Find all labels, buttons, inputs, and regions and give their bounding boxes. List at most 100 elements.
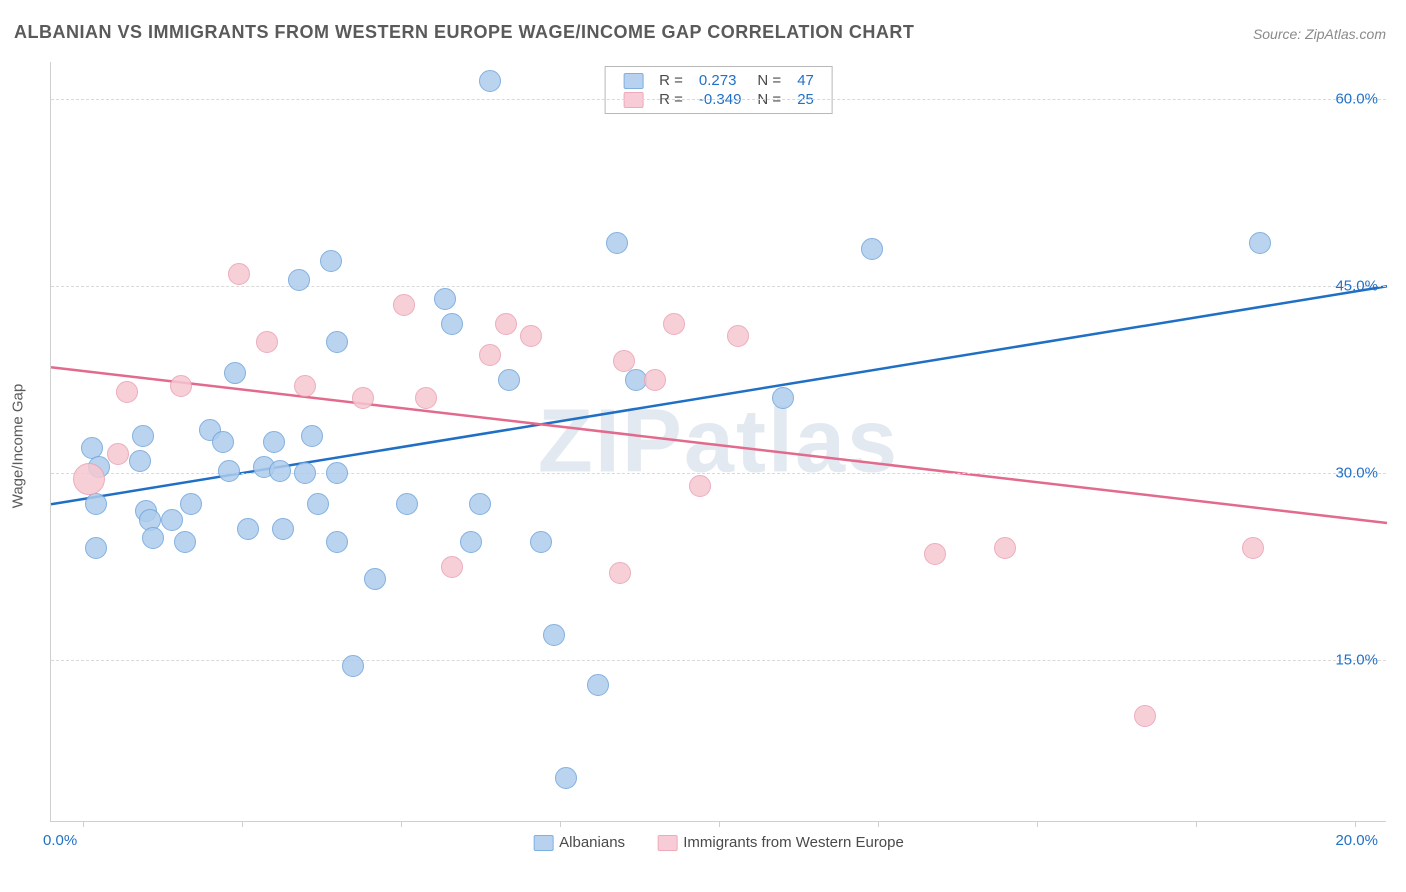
data-point-albanians <box>129 450 151 472</box>
n-value-1: 47 <box>789 71 822 90</box>
x-tick <box>401 821 402 827</box>
data-point-albanians <box>326 462 348 484</box>
data-point-albanians <box>294 462 316 484</box>
x-tick <box>1037 821 1038 827</box>
data-point-albanians <box>224 362 246 384</box>
data-point-albanians <box>237 518 259 540</box>
y-tick-label: 45.0% <box>1335 278 1378 295</box>
data-point-immigrants <box>73 463 105 495</box>
data-point-albanians <box>530 531 552 553</box>
data-point-albanians <box>132 425 154 447</box>
data-point-immigrants <box>1242 537 1264 559</box>
y-tick-label: 30.0% <box>1335 465 1378 482</box>
x-tick <box>83 821 84 827</box>
data-point-albanians <box>263 431 285 453</box>
trend-line-albanians <box>51 286 1387 504</box>
data-point-albanians <box>180 493 202 515</box>
data-point-immigrants <box>228 263 250 285</box>
source-label: Source: <box>1253 26 1305 42</box>
scatter-plot-area: ZIPatlas R = 0.273 N = 47 R = -0.349 N =… <box>50 62 1386 822</box>
source-attribution: Source: ZipAtlas.com <box>1253 26 1386 42</box>
data-point-albanians <box>174 531 196 553</box>
data-point-albanians <box>460 531 482 553</box>
data-point-albanians <box>320 250 342 272</box>
data-point-albanians <box>479 70 501 92</box>
data-point-immigrants <box>116 381 138 403</box>
data-point-albanians <box>269 460 291 482</box>
data-point-albanians <box>212 431 234 453</box>
data-point-albanians <box>364 568 386 590</box>
gridline <box>51 99 1386 100</box>
data-point-albanians <box>307 493 329 515</box>
data-point-albanians <box>396 493 418 515</box>
legend-label-immigrants: Immigrants from Western Europe <box>683 834 904 851</box>
legend-label-albanians: Albanians <box>559 834 625 851</box>
data-point-immigrants <box>393 294 415 316</box>
legend-row-series-1: R = 0.273 N = 47 <box>615 71 822 90</box>
data-point-immigrants <box>294 375 316 397</box>
data-point-albanians <box>218 460 240 482</box>
gridline <box>51 286 1386 287</box>
x-tick <box>719 821 720 827</box>
y-axis-title: Wage/Income Gap <box>10 384 27 509</box>
correlation-legend: R = 0.273 N = 47 R = -0.349 N = 25 <box>604 66 833 114</box>
x-tick <box>560 821 561 827</box>
data-point-albanians <box>555 767 577 789</box>
x-tick <box>878 821 879 827</box>
data-point-albanians <box>469 493 491 515</box>
data-point-immigrants <box>689 475 711 497</box>
data-point-immigrants <box>727 325 749 347</box>
data-point-albanians <box>161 509 183 531</box>
data-point-immigrants <box>170 375 192 397</box>
r-value-1: 0.273 <box>691 71 750 90</box>
data-point-albanians <box>1249 232 1271 254</box>
data-point-albanians <box>142 527 164 549</box>
data-point-immigrants <box>520 325 542 347</box>
data-point-albanians <box>441 313 463 335</box>
x-axis-min-label: 0.0% <box>43 832 77 849</box>
data-point-albanians <box>861 238 883 260</box>
data-point-immigrants <box>1134 705 1156 727</box>
data-point-immigrants <box>609 562 631 584</box>
swatch-series-1 <box>623 73 643 89</box>
data-point-albanians <box>272 518 294 540</box>
r-label-1: R = <box>651 71 691 90</box>
series-legend: Albanians Immigrants from Western Europe <box>519 834 918 851</box>
data-point-albanians <box>543 624 565 646</box>
data-point-albanians <box>606 232 628 254</box>
data-point-albanians <box>85 537 107 559</box>
data-point-albanians <box>326 531 348 553</box>
data-point-immigrants <box>479 344 501 366</box>
data-point-immigrants <box>256 331 278 353</box>
data-point-immigrants <box>924 543 946 565</box>
gridline <box>51 660 1386 661</box>
data-point-immigrants <box>495 313 517 335</box>
data-point-albanians <box>85 493 107 515</box>
x-tick <box>242 821 243 827</box>
chart-title: ALBANIAN VS IMMIGRANTS FROM WESTERN EURO… <box>14 22 914 43</box>
data-point-immigrants <box>613 350 635 372</box>
data-point-immigrants <box>107 443 129 465</box>
x-axis-max-label: 20.0% <box>1335 832 1378 849</box>
swatch-immigrants <box>657 835 677 851</box>
data-point-albanians <box>342 655 364 677</box>
data-point-albanians <box>326 331 348 353</box>
data-point-albanians <box>434 288 456 310</box>
data-point-immigrants <box>415 387 437 409</box>
gridline <box>51 473 1386 474</box>
y-tick-label: 15.0% <box>1335 652 1378 669</box>
data-point-immigrants <box>352 387 374 409</box>
y-tick-label: 60.0% <box>1335 91 1378 108</box>
data-point-immigrants <box>663 313 685 335</box>
trend-lines-layer <box>51 62 1386 821</box>
x-tick <box>1196 821 1197 827</box>
data-point-immigrants <box>994 537 1016 559</box>
n-label-1: N = <box>749 71 789 90</box>
source-name: ZipAtlas.com <box>1305 26 1386 42</box>
data-point-albanians <box>498 369 520 391</box>
trend-line-immigrants <box>51 367 1387 523</box>
data-point-albanians <box>288 269 310 291</box>
data-point-immigrants <box>441 556 463 578</box>
swatch-albanians <box>533 835 553 851</box>
data-point-albanians <box>772 387 794 409</box>
